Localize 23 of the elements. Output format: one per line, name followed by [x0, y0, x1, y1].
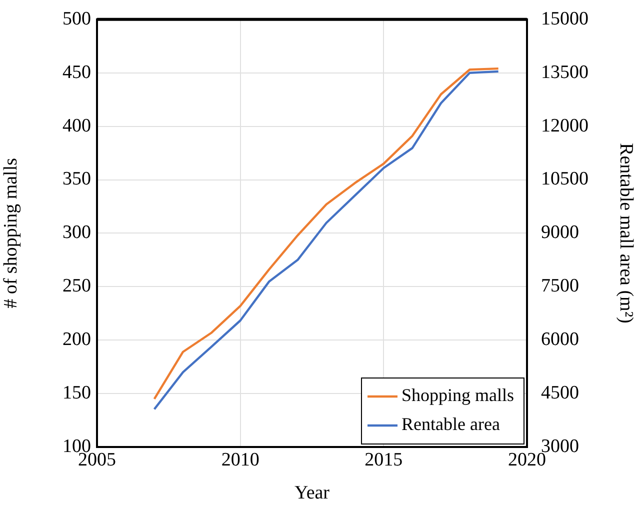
y-tick-label: 200: [62, 329, 91, 350]
y-tick-label: 500: [62, 8, 91, 30]
y2-tick-label: 9000: [541, 222, 579, 244]
x-tick-label: 2015: [364, 449, 403, 470]
y-tick-label: 150: [62, 382, 91, 404]
y-tick-label: 400: [62, 115, 91, 136]
y2-tick-label: 13500: [541, 62, 588, 83]
y-tick-label: 450: [62, 62, 91, 83]
y2-axis-title: Rentable mall area (m²): [616, 143, 637, 324]
y2-tick-label: 6000: [541, 329, 579, 350]
y-tick-label: 300: [62, 222, 91, 244]
y2-tick-label: 4500: [541, 382, 579, 404]
y2-tick-label: 12000: [541, 115, 588, 136]
y-axis-title: # of shopping malls: [0, 158, 22, 308]
y2-tick-label: 15000: [541, 8, 588, 30]
legend-label: Rentable area: [401, 414, 500, 434]
y-tick-label: 250: [62, 276, 91, 297]
legend-label: Shopping malls: [401, 385, 514, 406]
x-tick-label: 2010: [221, 449, 260, 470]
y-tick-label: 350: [62, 168, 91, 190]
y2-tick-label: 10500: [541, 168, 588, 190]
x-axis-title: Year: [294, 482, 330, 504]
y2-tick-label: 7500: [541, 276, 579, 297]
